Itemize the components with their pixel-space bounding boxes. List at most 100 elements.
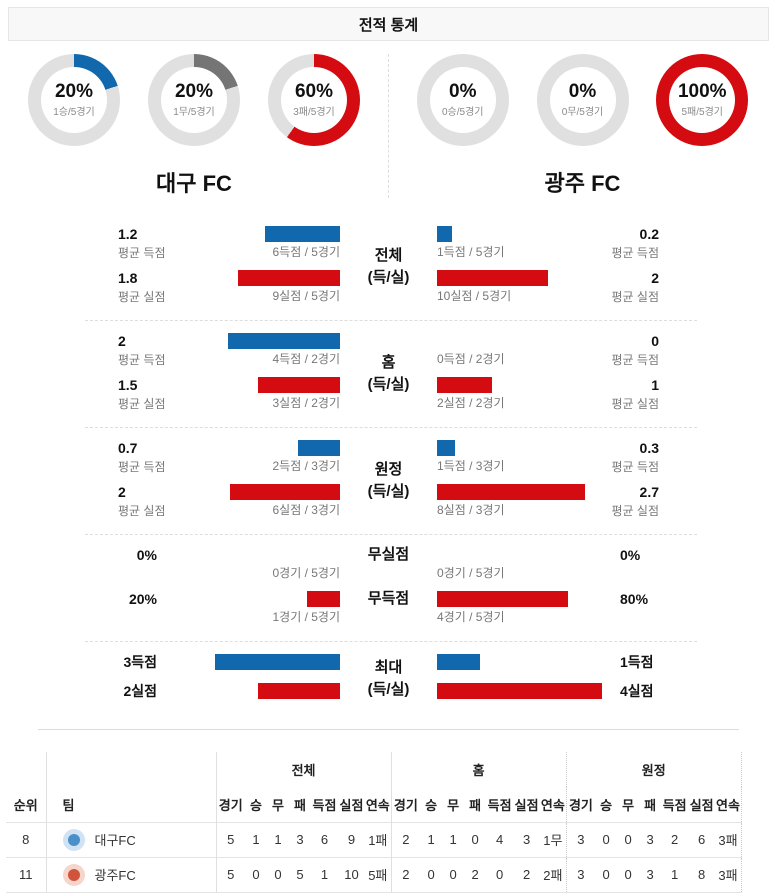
value-block: 1득점 [602, 654, 777, 674]
group-header-overall: 전체 [215, 752, 392, 787]
away-right-bars: 1득점 / 3경기 8실점 / 3경기 [437, 440, 602, 522]
goals-bar [437, 226, 452, 242]
stat-cell: 9 [347, 832, 356, 847]
stat-cell: 3패 [715, 857, 742, 892]
stat-cell: 2 [522, 867, 531, 882]
rank-cell: 8 [22, 832, 30, 847]
group-header-home: 홈 [390, 752, 567, 787]
stat-cell: 1 [274, 832, 282, 847]
stat-value: 1.2 [118, 226, 138, 242]
stat-row-away: 0.7 평균 득점 2 평균 실점 2득점 / 3경기 6실점 / 3경기 원정… [0, 428, 777, 534]
stat-cell: 1패 [368, 833, 388, 848]
stat-cell: 5 [215, 822, 245, 857]
overall-right-conceded-block: 2 평균 실점 [602, 270, 777, 308]
col-header: 패 [294, 797, 306, 813]
bar-line: 4경기 / 5경기 [437, 591, 602, 629]
value-block: 2 평균 실점 [0, 484, 175, 522]
max-conceded-bar [258, 683, 340, 699]
bar-label: 8실점 / 3경기 [437, 503, 505, 517]
col-header: 연속 [715, 787, 742, 822]
stat-caption: 평균 실점 [611, 290, 660, 304]
away-draw-donut-center: 0% 0무/5경기 [549, 67, 616, 133]
col-header: 경기 [215, 787, 245, 822]
col-header: 승 [425, 797, 438, 813]
stat-cell: 1 [449, 832, 457, 847]
row-title-line2: (득/실) [367, 680, 410, 698]
stat-cell: 1 [252, 832, 260, 847]
section-divider [85, 427, 697, 428]
home-win-detail: 1승/5경기 [53, 107, 95, 118]
row-title-cleansheet: 무실점 [367, 546, 410, 563]
conceded-bar [238, 270, 340, 286]
row-title: 전체 (득/실) [368, 245, 410, 289]
stat-caption: 평균 실점 [611, 504, 660, 518]
home-win-donut-chart: 20% 1승/5경기 [28, 54, 120, 146]
row-title: 홈 (득/실) [368, 352, 410, 396]
logo-emblem [67, 833, 80, 846]
value-block: 2.7 평균 실점 [602, 484, 777, 522]
stat-row-overall: 1.2 평균 득점 1.8 평균 실점 6득점 / 5경기 9실점 / 5경기 … [0, 214, 777, 320]
stat-caption: 평균 득점 [611, 353, 660, 367]
stat-cell: 0 [624, 867, 632, 882]
stat-cell: 2 [471, 867, 479, 882]
stat-value: 1.8 [118, 270, 138, 286]
col-header: 경기 [565, 787, 596, 822]
stat-cell: 8 [698, 867, 706, 882]
home-right-bars: 0득점 / 2경기 2실점 / 2경기 [437, 333, 602, 415]
bar-line: 6실점 / 3경기 [175, 484, 340, 522]
home-win-pct: 20% [54, 81, 94, 102]
max-goals-bar [215, 654, 340, 670]
bar-line [437, 654, 602, 674]
stats-comparison-section: 1.2 평균 득점 1.8 평균 실점 6득점 / 5경기 9실점 / 5경기 … [0, 198, 777, 730]
col-header: 득점 [662, 797, 687, 813]
bar-label: 0경기 / 5경기 [437, 566, 505, 580]
row-title: 최대 (득/실) [368, 657, 410, 701]
scoreless-bar [307, 591, 340, 607]
stat-caption: 평균 실점 [118, 290, 166, 304]
max-center-label: 최대 (득/실) [340, 654, 437, 703]
home-center-label: 홈 (득/실) [340, 333, 437, 415]
home-team-name: 대구 FC [156, 171, 232, 196]
stat-value: 0.7 [118, 440, 138, 456]
stat-caption: 평균 득점 [611, 460, 660, 474]
away-loss-donut-center: 100% 5패/5경기 [669, 67, 736, 133]
bar-label: 10실점 / 5경기 [437, 289, 512, 303]
bar-label: 1득점 / 3경기 [437, 459, 505, 473]
cs-right-values: 0% 80% [602, 547, 777, 629]
away-donut-row: 0% 0승/5경기 0% 0무/5경기 100% 5패/5경기 [389, 54, 776, 146]
stat-cell: 5 [296, 867, 304, 882]
bar-label: 1득점 / 5경기 [437, 245, 505, 259]
away-draw-detail: 0무/5경기 [561, 107, 604, 118]
stat-cell: 0 [624, 832, 632, 847]
stat-value: 2 [118, 333, 126, 349]
stat-value: 2.7 [639, 484, 659, 500]
logo-emblem [67, 868, 80, 881]
home-team-summary: 20% 1승/5경기 20% 1무/5경기 60% 3패/5경기 대구 FC [0, 54, 388, 198]
bar-line: 2득점 / 3경기 [175, 440, 340, 478]
col-header: 승 [600, 797, 613, 813]
bar-label: 3실점 / 2경기 [272, 396, 340, 410]
bar-label: 4경기 / 5경기 [437, 610, 505, 624]
home-draw-pct: 20% [174, 81, 214, 102]
max-right-bars [437, 654, 602, 703]
table-row: 11 광주FC 5 0 0 5 1 10 5패 2 0 0 2 0 2 2패 3… [6, 857, 742, 892]
value-block: 3득점 [0, 654, 175, 674]
bar-line: 2실점 / 2경기 [437, 377, 602, 415]
row-title-line2: (득/실) [367, 376, 410, 393]
stat-caption: 평균 득점 [118, 460, 166, 474]
col-header: 패 [644, 797, 657, 813]
away-loss-donut-chart: 100% 5패/5경기 [656, 54, 749, 146]
bar-label: 0경기 / 5경기 [272, 566, 340, 580]
team-name-text: 대구FC [94, 833, 136, 848]
stat-cell: 0 [252, 867, 260, 882]
stat-value: 1득점 [620, 654, 654, 670]
page-title-text: 전적 통계 [358, 16, 419, 34]
standings-table: 전체 홈 원정 순위 팀 경기 승 무 패 득점 실점 연속 경기 승 무 패 … [6, 752, 742, 893]
bar-line: 8실점 / 3경기 [437, 484, 602, 522]
overall-left-bars: 6득점 / 5경기 9실점 / 5경기 [175, 226, 340, 308]
stat-cell: 2 [390, 857, 421, 892]
overall-right-bars: 1득점 / 5경기 10실점 / 5경기 [437, 226, 602, 308]
team-cell: 광주FC [45, 857, 216, 892]
stat-value: 2 [118, 484, 126, 500]
col-header-team: 팀 [45, 787, 216, 822]
